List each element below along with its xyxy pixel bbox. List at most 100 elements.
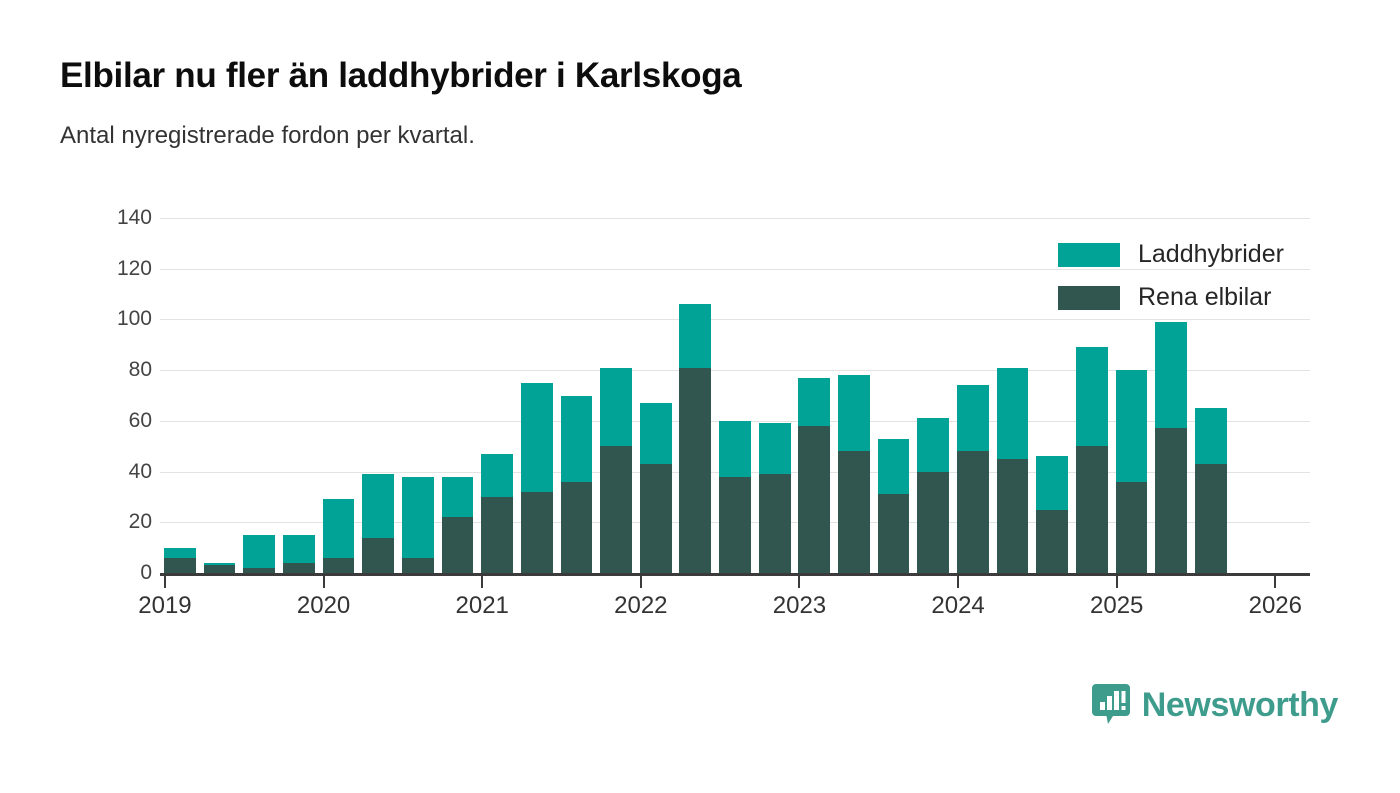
x-axis-tick-mark: [1274, 576, 1277, 588]
bar-segment-laddhybrider: [481, 453, 513, 497]
x-axis-tick-mark: [798, 576, 801, 588]
x-axis-tick-mark: [1115, 576, 1118, 588]
bar-segment-laddhybrider: [600, 367, 632, 447]
x-axis-tick-mark: [163, 576, 166, 588]
x-axis-tick-mark: [639, 576, 642, 588]
bar-segment-laddhybrider: [798, 377, 831, 426]
x-axis-tick-label: 2019: [138, 592, 192, 619]
y-axis-tick-label: 20: [128, 510, 152, 534]
legend-label: Rena elbilar: [1138, 283, 1272, 311]
bar[interactable]: [203, 562, 236, 573]
bar-segment-rena-elbilar: [560, 481, 593, 573]
bar[interactable]: [1155, 321, 1188, 573]
bar-segment-laddhybrider: [1115, 370, 1148, 482]
bar-segment-rena-elbilar: [481, 496, 513, 573]
bar[interactable]: [838, 375, 870, 573]
bar[interactable]: [282, 534, 315, 573]
bar[interactable]: [719, 420, 751, 573]
bar[interactable]: [401, 476, 434, 573]
y-axis-tick-label: 140: [116, 206, 152, 229]
bar[interactable]: [1115, 370, 1148, 573]
bar-segment-laddhybrider: [1036, 456, 1069, 510]
bar-segment-rena-elbilar: [798, 425, 831, 573]
bar[interactable]: [639, 403, 672, 573]
gridline: [160, 268, 1310, 270]
bar-segment-laddhybrider: [917, 418, 950, 472]
bar[interactable]: [957, 385, 989, 573]
bar-segment-rena-elbilar: [1195, 463, 1227, 573]
x-axis-line: [160, 573, 1310, 576]
plot-area: [160, 218, 1310, 576]
bar[interactable]: [362, 474, 394, 573]
bar[interactable]: [996, 367, 1029, 573]
x-axis-tick-label: 2022: [614, 592, 668, 619]
bar-segment-rena-elbilar: [758, 474, 791, 573]
bar[interactable]: [1195, 408, 1227, 573]
chart-header: Elbilar nu fler än laddhybrider i Karlsk…: [60, 56, 1340, 151]
bar[interactable]: [322, 499, 355, 573]
newsworthy-logo-text: Newsworthy: [1141, 686, 1339, 724]
bar-segment-rena-elbilar: [600, 446, 632, 573]
bar-segment-rena-elbilar: [322, 557, 355, 573]
bar-segment-rena-elbilar: [1115, 481, 1148, 573]
bar-segment-rena-elbilar: [957, 451, 989, 573]
bar[interactable]: [758, 423, 791, 573]
bar-segment-rena-elbilar: [679, 367, 712, 573]
chart-bubble-icon: [1091, 683, 1131, 727]
bar[interactable]: [243, 534, 275, 573]
x-axis-tick-label: 2026: [1248, 592, 1302, 619]
bar[interactable]: [679, 304, 712, 573]
bar-segment-laddhybrider: [203, 562, 236, 566]
bar-segment-laddhybrider: [877, 438, 910, 495]
x-axis-tick-mark: [481, 576, 484, 588]
legend-swatch: [1058, 285, 1120, 310]
bar[interactable]: [798, 377, 831, 573]
bar[interactable]: [600, 367, 632, 573]
bar[interactable]: [163, 547, 196, 573]
x-axis-tick-label: 2020: [296, 592, 351, 619]
bar-segment-laddhybrider: [163, 547, 196, 558]
bar-segment-laddhybrider: [1195, 408, 1227, 464]
bar-segment-rena-elbilar: [203, 565, 236, 573]
bar-segment-laddhybrider: [282, 534, 315, 563]
chart-subtitle: Antal nyregistrerade fordon per kvartal.: [60, 122, 475, 150]
footer-branding: Newsworthy: [1091, 683, 1338, 727]
bar-segment-laddhybrider: [758, 423, 791, 475]
bar[interactable]: [481, 453, 513, 573]
legend-swatch: [1058, 242, 1120, 267]
bar-segment-rena-elbilar: [838, 451, 870, 573]
bar[interactable]: [1076, 347, 1108, 573]
bar-segment-rena-elbilar: [877, 494, 910, 573]
bar-segment-laddhybrider: [520, 382, 553, 492]
bar-segment-rena-elbilar: [996, 458, 1029, 573]
bar-segment-rena-elbilar: [243, 567, 275, 573]
x-axis-tick-mark: [322, 576, 325, 588]
bar-segment-laddhybrider: [362, 474, 394, 538]
legend-item[interactable]: Laddhybrider: [1058, 240, 1284, 269]
bar-segment-laddhybrider: [639, 403, 672, 464]
bar[interactable]: [1036, 456, 1069, 573]
bar[interactable]: [520, 382, 553, 573]
bar[interactable]: [877, 438, 910, 573]
bar-segment-rena-elbilar: [441, 517, 474, 573]
bar-segment-laddhybrider: [322, 499, 355, 558]
gridline: [160, 319, 1310, 321]
x-axis-tick-label: 2025: [1089, 592, 1144, 619]
chart-legend: Laddhybrider Rena elbilar: [1058, 240, 1284, 312]
bar[interactable]: [441, 476, 474, 573]
x-axis-tick-label: 2023: [772, 592, 827, 619]
bar-segment-laddhybrider: [996, 367, 1029, 459]
page-title: Elbilar nu fler än laddhybrider i Karlsk…: [60, 56, 742, 95]
bar-segment-rena-elbilar: [719, 476, 751, 573]
bar[interactable]: [560, 395, 593, 573]
legend-label: Laddhybrider: [1138, 240, 1284, 268]
bar-segment-laddhybrider: [560, 395, 593, 482]
y-axis-tick-label: 100: [116, 307, 152, 331]
bar-segment-laddhybrider: [1155, 321, 1188, 429]
bar-segment-rena-elbilar: [362, 537, 394, 573]
bar-segment-laddhybrider: [838, 375, 870, 452]
legend-item[interactable]: Rena elbilar: [1058, 283, 1284, 312]
bar[interactable]: [917, 418, 950, 573]
bar-segment-laddhybrider: [441, 476, 474, 518]
y-axis-tick-label: 60: [128, 408, 152, 432]
